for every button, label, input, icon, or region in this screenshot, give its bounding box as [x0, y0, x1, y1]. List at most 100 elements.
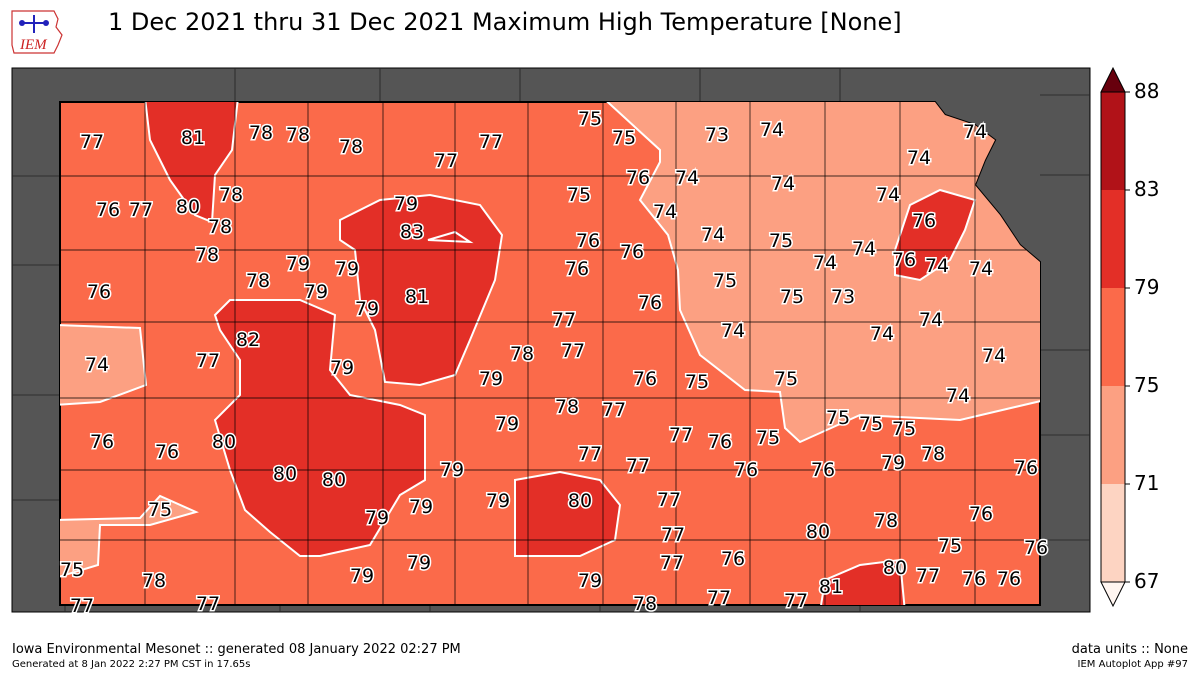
station-value: 77	[626, 455, 650, 477]
station-value: 79	[578, 570, 602, 592]
station-value: 76	[155, 441, 179, 463]
station-value: 75	[713, 270, 737, 292]
station-value: 77	[916, 565, 940, 587]
contour-79-83-southeast	[818, 558, 907, 605]
station-value: 83	[400, 221, 424, 243]
station-value: 79	[495, 413, 519, 435]
colorbar-bin	[1101, 288, 1125, 386]
station-value: 76	[626, 167, 650, 189]
station-value: 75	[938, 535, 962, 557]
station-value: 74	[721, 320, 745, 342]
station-value: 76	[811, 459, 835, 481]
station-value: 79	[330, 357, 354, 379]
station-value: 80	[806, 521, 830, 543]
station-value: 74	[771, 173, 795, 195]
colorbar	[1100, 66, 1130, 608]
station-value: 77	[661, 524, 685, 546]
contour-71-75-northeast	[597, 102, 1040, 444]
station-value: 77	[669, 424, 693, 446]
contour-79-83-south	[514, 470, 622, 557]
station-value: 76	[734, 459, 758, 481]
station-value: 78	[246, 270, 270, 292]
contours	[60, 102, 1040, 605]
station-value: 76	[576, 230, 600, 252]
station-value: 77	[561, 340, 585, 362]
station-value: 79	[479, 368, 503, 390]
station-value: 77	[80, 131, 104, 153]
station-value: 78	[286, 124, 310, 146]
station-value: 78	[249, 122, 273, 144]
station-value: 74	[925, 255, 949, 277]
station-value: 78	[208, 216, 232, 238]
station-value: 75	[578, 108, 602, 130]
station-value: 80	[212, 431, 236, 453]
footer-timing: Generated at 8 Jan 2022 2:27 PM CST in 1…	[12, 659, 251, 670]
station-value: 76	[962, 568, 986, 590]
station-value: 74	[946, 385, 970, 407]
colorbar-tick-label: 75	[1134, 373, 1160, 397]
station-value: 74	[852, 238, 876, 260]
station-value: 82	[236, 329, 260, 351]
station-value: 75	[60, 559, 84, 581]
station-value: 78	[633, 593, 657, 615]
station-value: 75	[774, 368, 798, 390]
colorbar-tick-label: 88	[1134, 79, 1160, 103]
station-value: 79	[440, 459, 464, 481]
station-value: 74	[85, 354, 109, 376]
station-value: 75	[148, 499, 172, 521]
station-value: 78	[339, 136, 363, 158]
station-value: 76	[912, 210, 936, 232]
station-value: 79	[355, 298, 379, 320]
station-value: 76	[708, 431, 732, 453]
station-value: 75	[756, 427, 780, 449]
station-value: 76	[1014, 457, 1038, 479]
station-value: 77	[479, 131, 503, 153]
station-value: 75	[892, 418, 916, 440]
station-value: 77	[707, 587, 731, 609]
station-value: 78	[921, 443, 945, 465]
station-value: 77	[660, 552, 684, 574]
station-value: 76	[90, 431, 114, 453]
station-value: 77	[552, 309, 576, 331]
station-value: 75	[780, 286, 804, 308]
station-value: 79	[286, 253, 310, 275]
contour-79-83-northwest	[143, 102, 240, 224]
station-value: 77	[784, 590, 808, 612]
station-value: 80	[322, 469, 346, 491]
contour-83-88-central	[427, 230, 474, 244]
county-lines	[60, 102, 1040, 605]
station-value: 78	[219, 184, 243, 206]
station-value: 75	[826, 407, 850, 429]
station-value: 74	[675, 167, 699, 189]
colorbar-tick-label: 83	[1134, 177, 1160, 201]
station-value: 79	[350, 565, 374, 587]
station-value: 74	[876, 184, 900, 206]
station-value: 79	[409, 496, 433, 518]
station-value: 79	[881, 452, 905, 474]
footer-generated: Iowa Environmental Mesonet :: generated …	[12, 642, 461, 657]
colorbar-bin	[1101, 92, 1125, 190]
station-value: 73	[705, 124, 729, 146]
station-value: 79	[365, 507, 389, 529]
contour-79-83-westcentral	[213, 299, 426, 557]
station-value: 75	[685, 371, 709, 393]
station-value: 74	[813, 252, 837, 274]
colorbar-over-arrow	[1100, 66, 1126, 93]
station-value: 75	[859, 413, 883, 435]
station-value: 76	[565, 258, 589, 280]
station-value: 78	[510, 343, 534, 365]
station-value: 77	[70, 595, 94, 617]
station-value: 74	[870, 323, 894, 345]
station-value: 76	[96, 199, 120, 221]
station-value: 76	[721, 548, 745, 570]
station-value: 76	[1024, 537, 1048, 559]
station-value: 74	[760, 119, 784, 141]
station-value: 77	[602, 399, 626, 421]
station-value: 74	[963, 121, 987, 143]
station-value: 81	[405, 286, 429, 308]
station-value: 77	[196, 593, 220, 615]
svg-text:IEM: IEM	[19, 37, 48, 53]
